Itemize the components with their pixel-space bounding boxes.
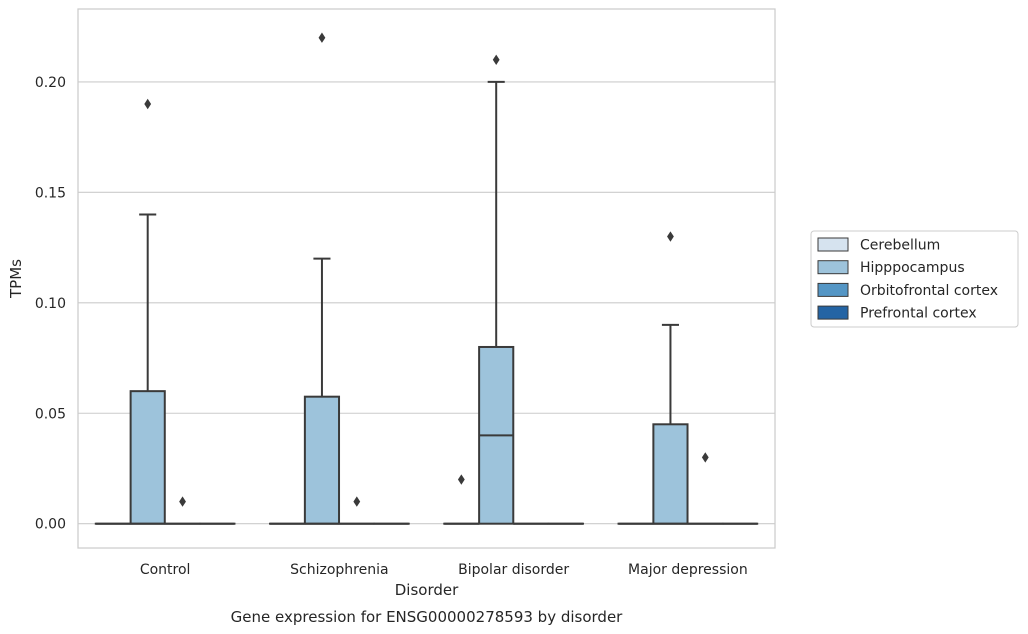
box-group	[687, 452, 724, 525]
x-tick-labels: Control Schizophrenia Bipolar disorder Majo…	[140, 562, 748, 578]
outlier-point	[353, 496, 361, 507]
box	[652, 423, 689, 525]
y-tick-label: 0.15	[35, 185, 66, 201]
legend-swatch	[817, 282, 849, 297]
box-group	[478, 54, 515, 525]
box-group	[129, 98, 166, 525]
outlier-point	[701, 452, 709, 463]
box-group	[338, 496, 375, 525]
outlier-point	[492, 54, 500, 66]
x-tick-label: Bipolar disorder	[458, 562, 569, 578]
x-tick-label: Schizophrenia	[290, 562, 388, 578]
outlier-point	[179, 496, 186, 507]
legend-swatch	[817, 237, 849, 252]
y-tick-label: 0.00	[35, 517, 66, 533]
legend-item: Hipppocampus	[817, 260, 965, 276]
outlier-point	[667, 231, 674, 242]
plot-frame	[77, 8, 776, 549]
outlier-point	[457, 474, 465, 485]
outlier-point	[144, 98, 152, 110]
legend-label: Cerebellum	[860, 238, 940, 254]
legend-label: Orbitofrontal cortex	[860, 283, 998, 299]
outlier-point	[318, 32, 326, 43]
legend-item: Orbitofrontal cortex	[817, 282, 998, 299]
box	[129, 390, 166, 525]
x-tick-label: Control	[140, 562, 191, 578]
box-plot-marks	[94, 32, 759, 525]
y-tick-label: 0.05	[35, 406, 66, 422]
box-group	[164, 496, 201, 525]
box-group	[652, 231, 689, 525]
legend-swatch	[817, 260, 849, 275]
legend-label: Hipppocampus	[860, 260, 965, 276]
y-tick-label: 0.20	[35, 75, 66, 91]
x-axis-label: Disorder	[395, 581, 459, 599]
y-tick-labels: 0.00 0.05 0.10 0.15 0.20	[35, 75, 66, 533]
chart-caption: Gene expression for ENSG00000278593 by d…	[231, 608, 624, 626]
legend-item: Prefrontal cortex	[817, 305, 977, 322]
x-tick-label: Major depression	[628, 562, 748, 578]
legend-frame	[810, 230, 1019, 328]
legend-label: Prefrontal cortex	[860, 306, 977, 322]
box	[303, 395, 341, 525]
y-tick-label: 0.10	[35, 296, 66, 312]
box-group	[443, 474, 480, 525]
legend-item: Cerebellum	[817, 237, 940, 254]
y-axis-label: TPMs	[7, 259, 25, 299]
box-group	[303, 32, 341, 525]
legend: Cerebellum Hipppocampus Orbitofrontal cort…	[810, 230, 1019, 328]
legend-swatch	[817, 305, 849, 320]
